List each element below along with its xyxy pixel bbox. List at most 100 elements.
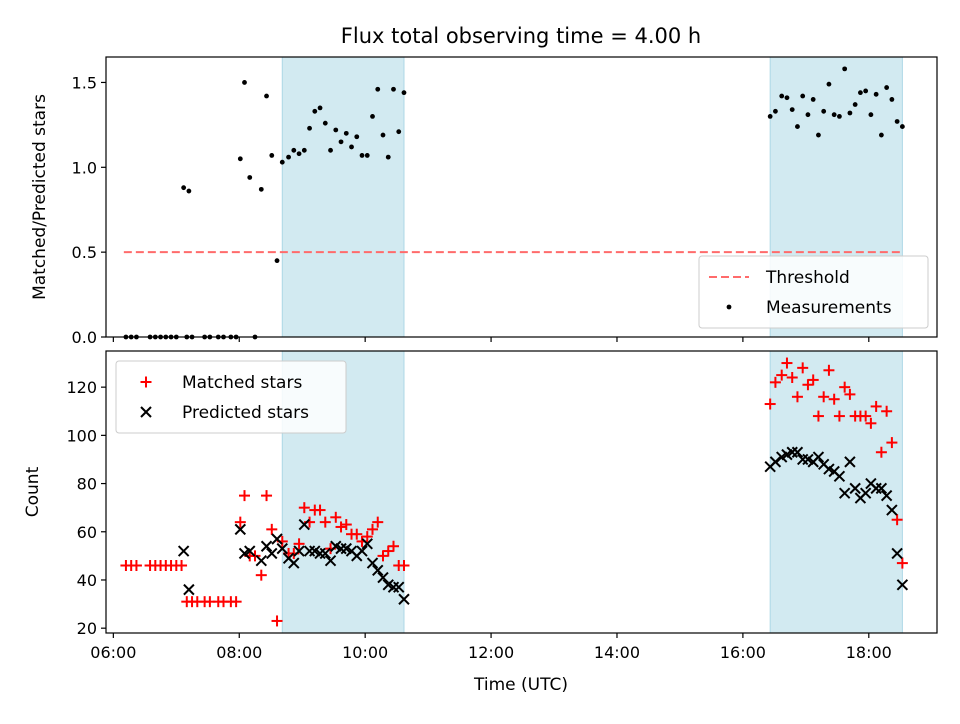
counts-series-0-point-48 [387,540,399,552]
counts-series-1-point-58-b [896,579,909,591]
counts-series-0-point-71 [870,400,882,412]
counts-series-1-point-14 [303,545,316,557]
counts-legend: Matched stars Predicted stars [115,360,347,434]
counts-series-1-point-22-b [345,545,358,557]
ratio-series-0-point-22 [247,175,253,180]
counts-series-1-point-17 [319,547,331,560]
counts-series-1-point-37-b [786,446,798,458]
ratio-series-0-point-73 [884,85,890,90]
counts-series-1-point-44-b [823,463,835,475]
counts-series-1-point-57 [891,547,903,560]
counts-series-1-point-6 [260,540,273,552]
ratio-series-0-point-65 [842,66,848,72]
ratio-series-0-point-58 [805,112,811,118]
ratio-series-0-point-69 [863,88,869,94]
counts-series-0-point-76 [896,557,908,569]
counts-series-0-point-72 [875,446,887,458]
counts-series-1-point-57-b [891,547,903,560]
counts-series-1-point-19-b [330,540,342,552]
counts-series-1-point-34 [769,456,782,468]
counts-series-1-point-42 [812,451,825,463]
counts-series-1-point-12 [293,545,305,557]
counts-series-1-point-15-b [309,545,321,557]
ratio-series-0-point-67 [852,102,858,107]
counts-series-1-point-7-b [266,547,278,560]
counts-series-0-point-25 [266,523,278,535]
ratio-series-0-point-44 [370,113,375,119]
counts-series-1-point-28-b [377,571,389,584]
ratio-series-0-point-74 [889,97,895,102]
ratio-series-0-point-60 [816,132,821,138]
counts-series-1-point-55 [880,489,893,502]
counts-series-1-point-5 [255,554,267,567]
counts-series-0-point-9 [176,560,188,572]
ratio-series-0-point-20 [237,156,243,162]
counts-series-1-point-53-b [870,482,882,495]
counts-series-1-point-20-b [335,542,347,555]
counts-series-0-point-18 [230,596,242,608]
counts-series-1-point-20 [335,542,347,555]
ratio-series-0-point-59 [810,97,816,102]
counts-series-1-point-43-b [817,458,830,470]
counts-series-0-point-50 [398,560,410,572]
ratio-legend: Threshold Measurements [698,255,929,329]
counts-series-1-point-27-b [372,564,384,577]
counts-y-tick-label-3: 80 [77,475,97,494]
counts-series-0-point-74 [886,437,898,449]
ratio-series-0-point-39 [343,130,349,136]
counts-series-1-point-18-b [324,554,337,567]
counts-series-0-point-46 [377,550,389,562]
count-y-axis-label: Count [23,466,43,517]
counts-series-1-point-34-b [769,456,782,468]
counts-series-1-point-45-b [828,465,840,478]
counts-series-1-point-46-b [833,470,846,483]
x-axis-label: Time (UTC) [473,675,568,695]
counts-legend-label-0: Matched stars [182,373,302,393]
counts-y-tick-label-4: 100 [66,426,97,445]
counts-series-1-point-54-b [875,482,888,495]
counts-series-1-point-6-b [260,540,273,552]
ratio-series-0-point-30 [296,151,302,157]
counts-series-1-point-14-b [303,545,316,557]
ratio-series-0-point-32 [307,125,312,131]
ratio-series-0-point-35 [322,120,328,126]
counts-series-1-point-1-b [183,583,195,596]
counts-series-1-point-16 [314,547,326,560]
counts-series-0-point-65 [839,381,851,393]
ratio-series-0-point-76 [899,124,905,129]
counts-series-1-point-42-b [812,451,825,463]
ratio-series-0-point-36 [328,147,333,153]
counts-legend-swatch-1 [140,406,152,418]
ratio-series-0-point-19 [186,188,192,194]
ratio-series-0-point-55 [789,107,795,113]
ratio-series-0-point-51 [767,113,773,119]
x-tick-label-2: 10:00 [342,643,388,662]
counts-series-1-point-51-b [859,487,872,499]
ratio-series-0-point-49 [396,129,402,135]
counts-series-1-point-47-b [838,487,851,499]
ratio-series-0-point-33 [312,108,318,114]
counts-series-0-point-19 [234,516,246,528]
counts-series-0-point-31 [298,502,310,514]
counts-legend-swatch-0 [140,376,152,388]
ratio-series-0-point-43 [364,153,370,158]
counts-series-0-point-53 [776,369,788,381]
counts-series-1-point-48-b [844,456,856,468]
counts-series-1-point-1 [183,583,195,596]
counts-series-0-point-64 [833,410,845,422]
x-tick-label-6: 18:00 [846,643,892,662]
counts-series-0-point-37 [330,511,342,523]
ratio-series-0-point-52 [773,108,778,114]
counts-series-1-point-39-b [796,453,809,466]
counts-series-0-point-66 [844,388,856,400]
counts-series-0-point-47 [382,545,394,557]
ratio-series-0-point-53 [779,93,785,99]
counts-series-1-point-8-b [271,533,283,545]
counts-series-1-point-49 [849,482,861,495]
counts-series-1-point-30 [387,581,400,593]
counts-series-0-point-26 [271,615,283,627]
ratio-series-0-point-54 [784,95,790,101]
counts-series-0-point-61 [818,391,830,403]
